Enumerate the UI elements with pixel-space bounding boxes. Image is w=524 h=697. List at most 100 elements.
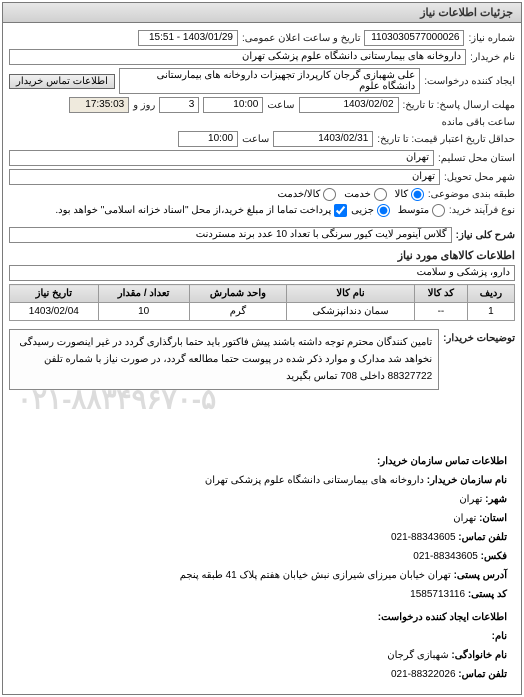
details-panel: جزئیات اطلاعات نیاز شماره نیاز: 11030305… <box>2 2 522 695</box>
goods-table: ردیف کد کالا نام کالا واحد شمارش تعداد /… <box>9 284 515 321</box>
col-2: نام کالا <box>287 285 415 303</box>
col-4: تعداد / مقدار <box>98 285 189 303</box>
cell: گرم <box>189 303 287 321</box>
c-fax-value: 88343605-021 <box>413 551 478 562</box>
deadline-date: 1403/02/02 <box>299 97 399 113</box>
time-label-1: ساعت <box>267 100 294 111</box>
col-1: کد کالا <box>414 285 467 303</box>
org-value: داروخانه های بیمارستانی دانشگاه علوم پزش… <box>205 475 424 486</box>
radio-kala-khedmat[interactable] <box>323 188 336 201</box>
c-postal-label: کد پستی: <box>468 589 507 600</box>
row-req-no: شماره نیاز: 1103030577000026 تاریخ و ساع… <box>9 30 515 46</box>
deadline-time: 10:00 <box>203 97 263 113</box>
remaining-time: 17:35:03 <box>69 97 129 113</box>
row-buyer-notes: توضیحات خریدار: تامین کنندگان محترم توجه… <box>9 329 515 390</box>
process-label: نوع فرآیند خرید: <box>449 205 515 216</box>
province-field: تهران <box>9 150 434 166</box>
col-5: تاریخ نیاز <box>10 285 99 303</box>
package-radios: کالا خدمت کالا/خدمت <box>278 188 424 201</box>
goods-category: دارو، پزشکی و سلامت <box>9 265 515 281</box>
c-province-label: استان: <box>479 513 507 524</box>
col-0: ردیف <box>467 285 514 303</box>
contact-info-button[interactable]: اطلاعات تماس خریدار <box>9 74 115 89</box>
c-city-label: شهر: <box>485 494 507 505</box>
buyer-label: نام خریدار: <box>470 52 515 63</box>
day-label: روز و <box>133 100 155 111</box>
c-province-value: تهران <box>453 513 476 524</box>
contact-line: تلفن تماس: 88343605-021 <box>17 528 507 547</box>
announce-field: 1403/01/29 - 15:51 <box>138 30 238 46</box>
city-label: شهر محل تحویل: <box>444 172 515 183</box>
radio-khedmat[interactable] <box>374 188 387 201</box>
c-city-value: تهران <box>459 494 482 505</box>
c-phone-value: 88343605-021 <box>391 532 456 543</box>
deadline-label: مهلت ارسال پاسخ: تا تاریخ: <box>403 100 515 111</box>
cell: -- <box>414 303 467 321</box>
row-package: طبقه بندی موضوعی: کالا خدمت کالا/خدمت <box>9 188 515 201</box>
buyer-notes-label: توضیحات خریدار: <box>443 329 515 344</box>
opt-khedmat[interactable]: خدمت <box>344 188 386 201</box>
radio-kala[interactable] <box>411 188 424 201</box>
cell: 1403/02/04 <box>10 303 99 321</box>
goods-section-title: اطلاعات کالاهای مورد نیاز <box>9 249 515 262</box>
pay-note[interactable]: پرداخت تماما از مبلغ خرید،از محل "اسناد … <box>55 204 347 217</box>
row-need-title: شرح کلی نیاز: گلاس آینومر لایت کیور سرنگ… <box>9 227 515 243</box>
time-label-2: ساعت <box>242 134 269 145</box>
announce-label: تاریخ و ساعت اعلان عمومی: <box>242 33 361 44</box>
validity-time: 10:00 <box>178 131 238 147</box>
c-fax-label: فکس: <box>481 551 507 562</box>
contact-block: ۰۲۱-۸۸۳۴۹۶۷۰-۵ اطلاعات تماس سازمان خریدا… <box>9 393 515 690</box>
c-postal-value: 1585713116 <box>410 589 465 600</box>
r-phone-value: 88322026-021 <box>391 669 456 680</box>
contact-line: نام خانوادگی: شهبازی گرجان <box>17 646 507 665</box>
remaining-label: ساعت باقی مانده <box>442 117 515 128</box>
opt-kala-khedmat[interactable]: کالا/خدمت <box>278 188 337 201</box>
cell: 1 <box>467 303 514 321</box>
panel-title: جزئیات اطلاعات نیاز <box>3 3 521 23</box>
requester-section-title: اطلاعات ایجاد کننده درخواست: <box>17 608 507 627</box>
opt-small[interactable]: جزیی <box>351 204 390 217</box>
package-label: طبقه بندی موضوعی: <box>428 189 515 200</box>
table-row[interactable]: 1 -- سمان دندانپزشکی گرم 10 1403/02/04 <box>10 303 515 321</box>
contact-line: فکس: 88343605-021 <box>17 547 507 566</box>
province-label: استان محل تسلیم: <box>438 153 515 164</box>
pay-checkbox[interactable] <box>334 204 347 217</box>
r-family-value: شهبازی گرجان <box>387 650 448 661</box>
panel-body: شماره نیاز: 1103030577000026 تاریخ و ساع… <box>3 23 521 694</box>
cell: 10 <box>98 303 189 321</box>
r-family-label: نام خانوادگی: <box>451 650 507 661</box>
row-process: نوع فرآیند خرید: متوسط جزیی پرداخت تماما… <box>9 204 515 217</box>
contact-line: نام: <box>17 627 507 646</box>
req-no-field: 1103030577000026 <box>364 30 464 46</box>
row-creator: ایجاد کننده درخواست: علی شهبازی گرجان کا… <box>9 68 515 94</box>
buyer-notes-text: تامین کنندگان محترم توجه داشته باشند پیش… <box>9 329 439 390</box>
remaining-days: 3 <box>159 97 199 113</box>
r-phone-label: تلفن تماس: <box>458 669 507 680</box>
need-title-field: گلاس آینومر لایت کیور سرنگی با تعداد 10 … <box>9 227 452 243</box>
req-no-label: شماره نیاز: <box>468 33 515 44</box>
contact-line: نام سازمان خریدار: داروخانه های بیمارستا… <box>17 471 507 490</box>
validity-date: 1403/02/31 <box>273 131 373 147</box>
creator-label: ایجاد کننده درخواست: <box>424 76 515 87</box>
radio-small[interactable] <box>377 204 390 217</box>
row-buyer: نام خریدار: داروخانه های بیمارستانی دانش… <box>9 49 515 65</box>
org-label: نام سازمان خریدار: <box>427 475 507 486</box>
contact-line: شهر: تهران <box>17 490 507 509</box>
r-name-label: نام: <box>492 631 507 642</box>
city-field: تهران <box>9 169 440 185</box>
validity-label: حداقل تاریخ اعتبار قیمت: تا تاریخ: <box>377 134 515 145</box>
row-deadline: مهلت ارسال پاسخ: تا تاریخ: 1403/02/02 سا… <box>9 97 515 128</box>
opt-kala[interactable]: کالا <box>395 188 424 201</box>
contact-line: تلفن تماس: 88322026-021 <box>17 665 507 684</box>
process-radios: متوسط جزیی <box>351 204 445 217</box>
creator-field: علی شهبازی گرجان کارپرداز تجهیزات داروخا… <box>119 68 420 94</box>
buyer-field: داروخانه های بیمارستانی دانشگاه علوم پزش… <box>9 49 466 65</box>
cell: سمان دندانپزشکی <box>287 303 415 321</box>
opt-mid[interactable]: متوسط <box>398 204 445 217</box>
contact-section-title: اطلاعات تماس سازمان خریدار: <box>17 452 507 471</box>
table-header-row: ردیف کد کالا نام کالا واحد شمارش تعداد /… <box>10 285 515 303</box>
radio-mid[interactable] <box>432 204 445 217</box>
c-phone-label: تلفن تماس: <box>458 532 507 543</box>
row-province: استان محل تسلیم: تهران <box>9 150 515 166</box>
contact-line: کد پستی: 1585713116 <box>17 585 507 604</box>
